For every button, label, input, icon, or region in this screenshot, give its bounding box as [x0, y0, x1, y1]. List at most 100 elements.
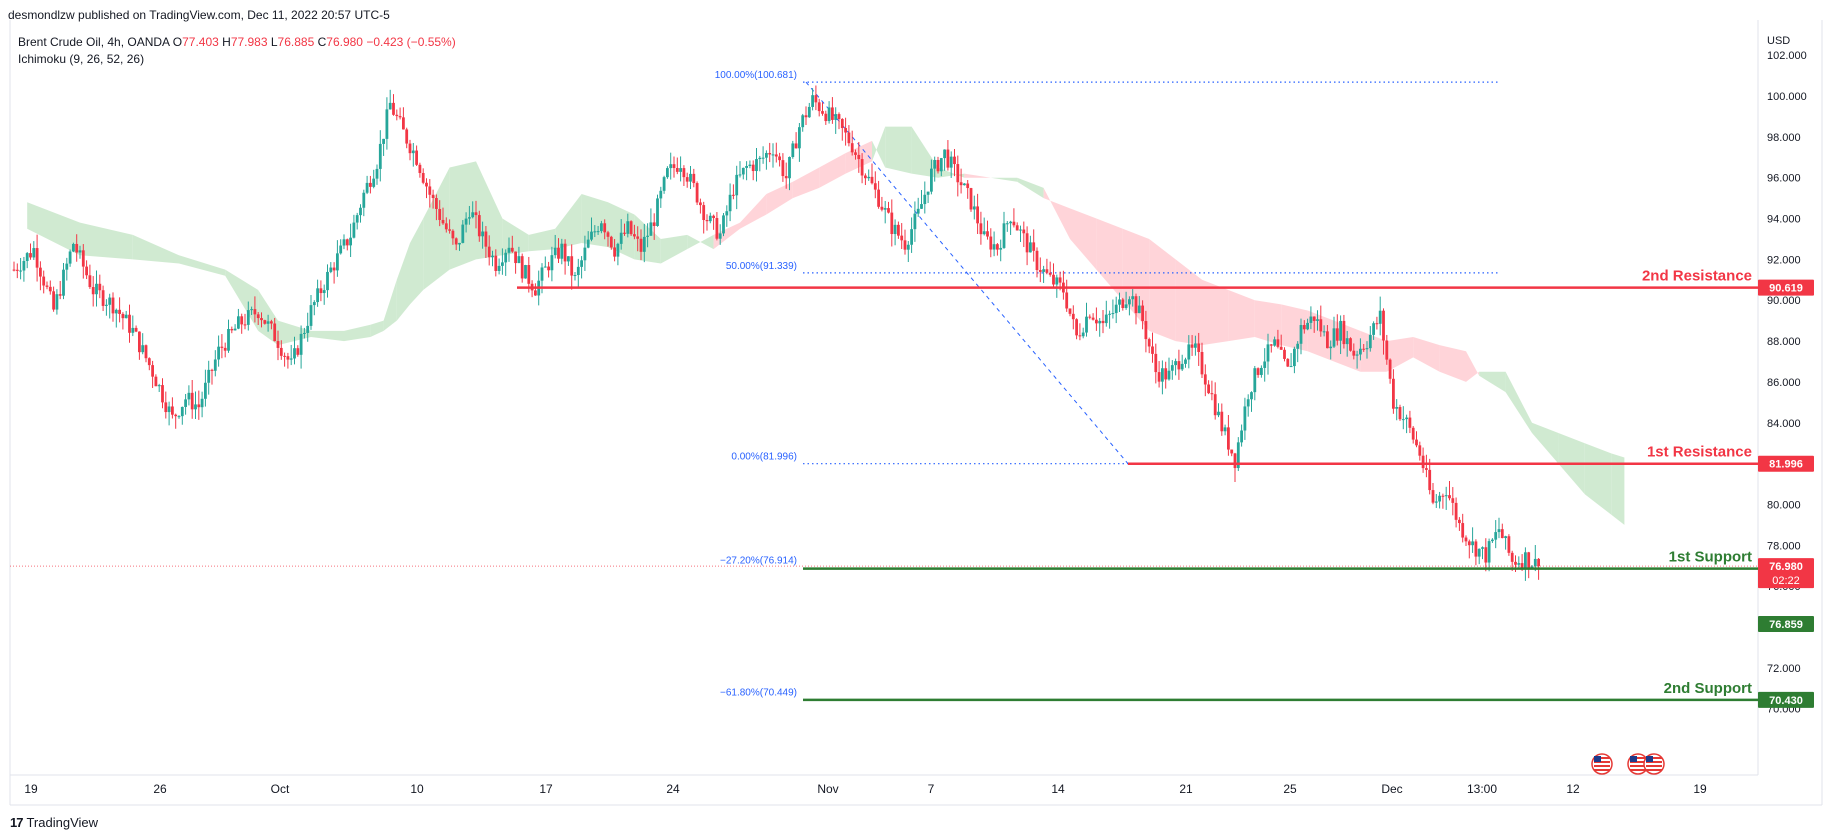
candle-body — [887, 208, 890, 213]
candle-body — [748, 164, 752, 167]
candle-body — [1408, 417, 1412, 428]
candle-body — [81, 250, 85, 267]
candle-body — [491, 255, 494, 258]
flag-stripe — [1594, 765, 1610, 767]
candle-body — [1365, 348, 1369, 350]
candle-body — [695, 183, 699, 203]
candle-body — [68, 251, 72, 264]
candle-body — [154, 376, 158, 387]
indicator-legend-row[interactable]: Ichimoku (9, 26, 52, 26) — [18, 52, 145, 66]
cloud-segment — [370, 320, 384, 337]
candle-body — [1514, 561, 1517, 565]
candle-body — [65, 263, 69, 270]
candle-body — [1019, 229, 1022, 231]
candle-body — [223, 347, 227, 351]
candle-body — [378, 143, 382, 169]
event-flags[interactable] — [1591, 753, 1665, 775]
candle-body — [1504, 536, 1507, 539]
candle-body — [685, 177, 689, 182]
candle-body — [1335, 328, 1339, 341]
candle-body — [167, 406, 171, 413]
candle-body — [177, 416, 181, 418]
candle-body — [1128, 299, 1131, 305]
candle-body — [161, 385, 164, 403]
candle-body — [794, 143, 798, 149]
us-flag-icon[interactable] — [1627, 753, 1649, 775]
time-axis[interactable]: 19 26 Oct 10 17 24 Nov 7 14 21 25 Dec 13:00 12 19 — [24, 782, 1707, 796]
candle-body — [850, 143, 854, 153]
candle-body — [111, 297, 115, 314]
candle-body — [1170, 365, 1174, 371]
price-tag-value: 76.980 — [1769, 561, 1803, 573]
candle-body — [959, 182, 963, 186]
us-flag-icon[interactable] — [1591, 753, 1613, 775]
candle-body — [1302, 325, 1306, 330]
candle-body — [1233, 453, 1237, 469]
candle-body — [1286, 358, 1290, 367]
candle-body — [798, 127, 801, 149]
candle-body — [1197, 343, 1201, 352]
candle-body — [1530, 566, 1534, 568]
candle-body — [266, 321, 270, 324]
candle-body — [444, 223, 448, 230]
flag-stripe — [1594, 769, 1610, 771]
candle-body — [1203, 374, 1207, 385]
candle-body — [1415, 439, 1418, 446]
candle-body — [1428, 469, 1432, 491]
candle-body — [392, 102, 395, 115]
symbol-name[interactable]: Brent Crude Oil, 4h, OANDA — [18, 35, 170, 49]
candle-body — [1395, 407, 1399, 409]
candle-body — [114, 309, 118, 314]
candle-body — [1458, 519, 1461, 524]
candle-body — [309, 305, 313, 326]
candle-body — [200, 398, 204, 408]
candle-body — [398, 116, 402, 118]
candle-body — [1355, 354, 1359, 356]
support-resistance-levels: 2nd Resistance 1st Resistance 1st Support 2… — [517, 268, 1758, 702]
candle-body — [992, 244, 996, 250]
candle-body — [260, 318, 263, 321]
fib-trend-line — [805, 81, 1129, 465]
candle-body — [613, 247, 616, 257]
price-axis[interactable]: 70.00072.00074.00076.00078.00080.00082.0… — [1767, 50, 1807, 716]
us-flag-icon[interactable] — [1643, 753, 1665, 775]
candle-body — [1157, 372, 1161, 382]
candle-body — [101, 290, 105, 306]
price-tags: 90.619 81.996 76.980 02:22 76.859 70.430 — [1758, 279, 1814, 708]
candle-body — [1029, 242, 1032, 253]
cloud-segment — [990, 177, 1018, 182]
candle-body — [1260, 367, 1263, 375]
level-label: 2nd Support — [1664, 680, 1752, 697]
cloud-segment — [132, 234, 179, 264]
candle-body — [844, 128, 847, 133]
candle-body — [15, 269, 19, 271]
candle-body — [75, 243, 79, 253]
candle-body — [210, 369, 214, 371]
time-tick-label: 24 — [666, 782, 680, 796]
candle-body — [507, 247, 511, 253]
candle-body — [1108, 313, 1111, 315]
candle-body — [1055, 277, 1059, 285]
candle-body — [45, 285, 49, 287]
candle-body — [510, 247, 514, 252]
candle-body — [1497, 529, 1501, 533]
candle-body — [669, 164, 673, 169]
candle-body — [441, 219, 445, 224]
candle-body — [458, 242, 461, 245]
flag-stripe — [1646, 765, 1662, 767]
candle-body — [573, 275, 577, 277]
tradingview-brand[interactable]: 17 TradingView — [10, 815, 98, 830]
candle-body — [689, 173, 692, 182]
candle-body — [237, 316, 240, 329]
candle-body — [497, 265, 501, 271]
candle-body — [580, 260, 583, 267]
cloud-segment — [344, 324, 371, 342]
candle-body — [662, 177, 666, 191]
candle-body — [1223, 427, 1227, 432]
close-value: 76.980 — [326, 35, 363, 49]
candle-body — [1484, 547, 1488, 563]
candle-body — [1101, 320, 1105, 324]
candle-body — [1184, 359, 1187, 364]
candle-body — [741, 167, 745, 175]
